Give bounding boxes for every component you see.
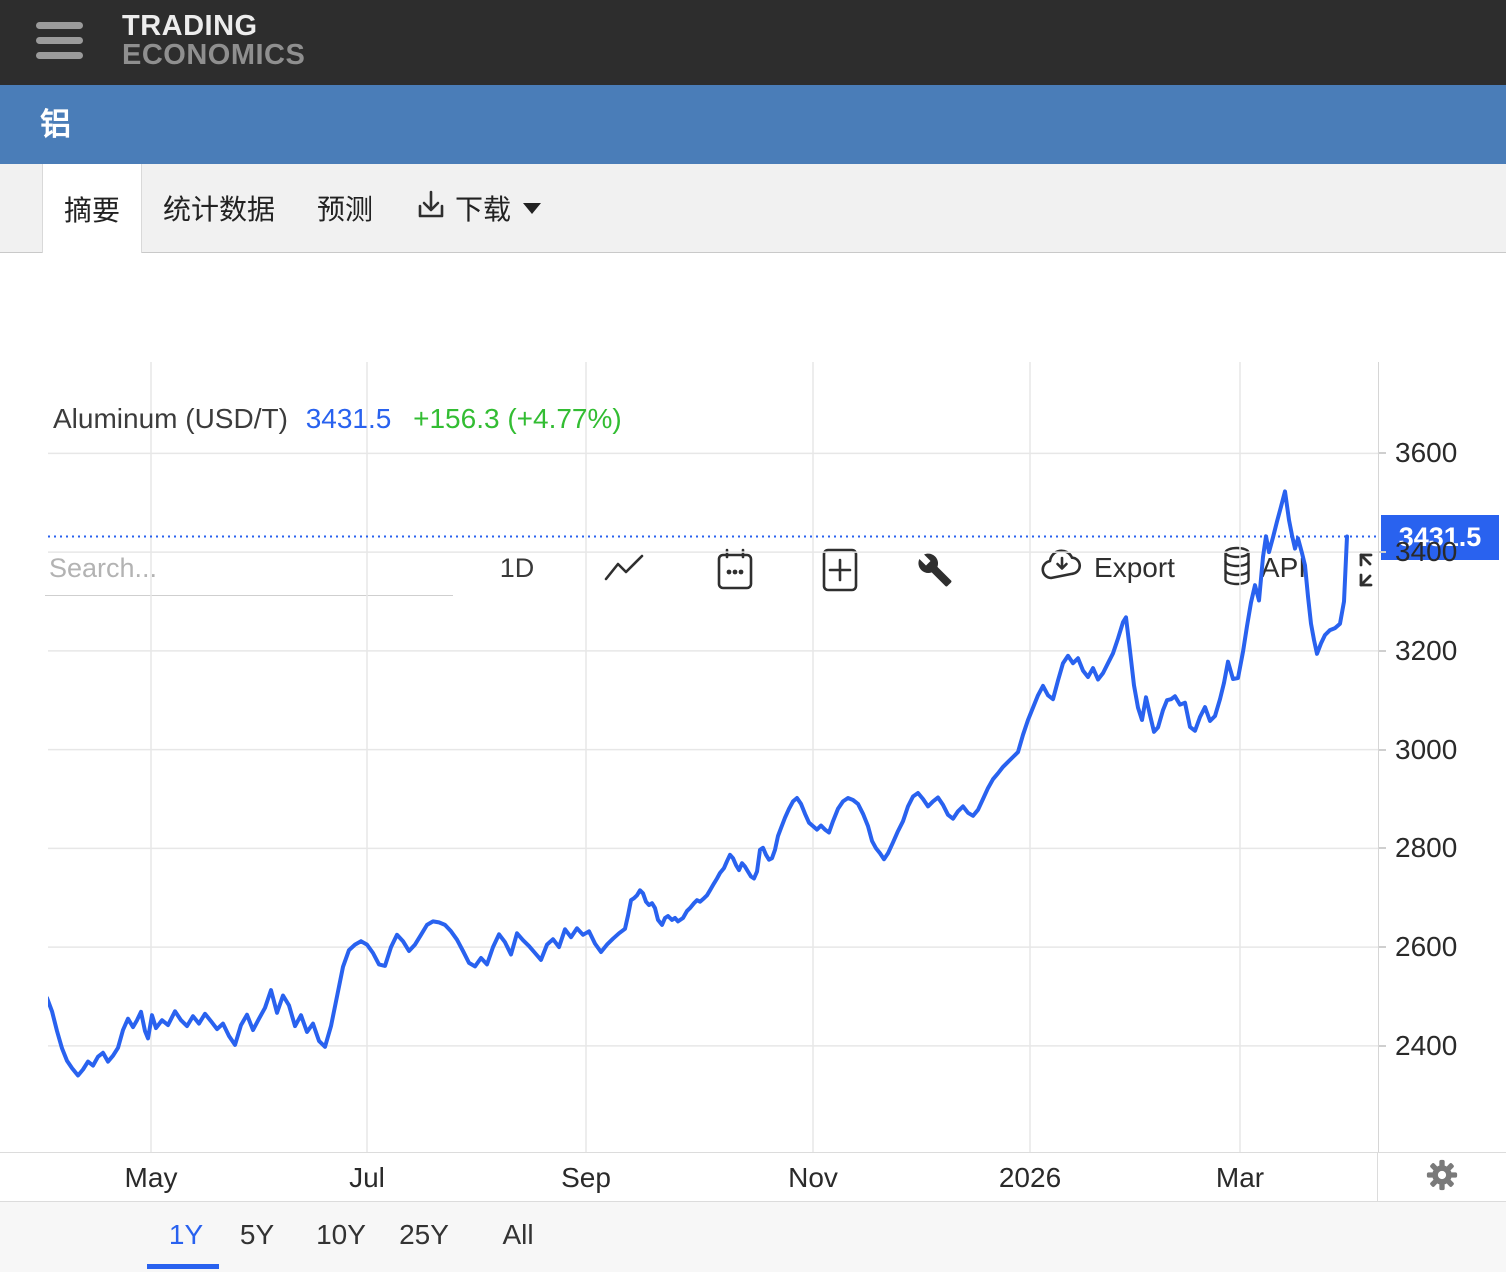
export-button[interactable]: Export xyxy=(1032,543,1182,593)
brand-logo[interactable]: TRADING ECONOMICS xyxy=(122,11,305,71)
x-axis: May Jul Sep Nov 2026 Mar xyxy=(0,1152,1506,1202)
tab-forecast[interactable]: 预测 xyxy=(317,194,374,225)
tab-summary[interactable]: 摘要 xyxy=(42,164,143,253)
range-10y[interactable]: 10Y xyxy=(316,1219,366,1250)
y-axis-label: 2800 xyxy=(1395,832,1458,864)
chart-price-change: +156.3 (+4.77%) xyxy=(413,403,622,434)
line-chart-type-icon[interactable] xyxy=(602,552,646,584)
price-chart-plot[interactable]: Aluminum (USD/T) 3431.5 +156.3 (+4.77%) xyxy=(48,362,1378,1152)
interval-button[interactable]: 1D xyxy=(499,552,535,583)
y-axis-label: 2600 xyxy=(1395,931,1458,963)
tab-download[interactable]: 下载 xyxy=(394,164,562,252)
range-25y[interactable]: 25Y xyxy=(399,1219,449,1250)
x-axis-label: Jul xyxy=(349,1162,385,1193)
current-price-tag: 3431.5 xyxy=(1381,514,1499,560)
range-all[interactable]: All xyxy=(502,1219,534,1250)
settings-wrench-icon[interactable] xyxy=(915,550,955,590)
x-axis-label: Mar xyxy=(1215,1162,1265,1193)
x-axis-label: Sep xyxy=(561,1162,611,1193)
top-header: TRADING ECONOMICS xyxy=(0,0,1506,85)
instrument-bar: 铝 xyxy=(0,85,1506,164)
calendar-icon[interactable] xyxy=(715,547,755,593)
y-axis-label: 2400 xyxy=(1395,1029,1458,1061)
tab-bar: 摘要 统计数据 预测 下载 xyxy=(0,164,1506,253)
y-axis-label: 3200 xyxy=(1395,634,1458,666)
chart-canvas xyxy=(48,362,1378,1152)
x-axis-label: Nov xyxy=(788,1162,838,1193)
download-icon xyxy=(415,189,447,228)
tab-statistics[interactable]: 统计数据 xyxy=(163,194,276,225)
range-5y[interactable]: 5Y xyxy=(239,1219,275,1250)
y-axis-tick xyxy=(1379,452,1386,455)
y-axis: 3431.5 3600 3400 3200 3000 2800 2600 2400 xyxy=(1378,362,1506,1152)
y-axis-label: 3000 xyxy=(1395,733,1458,765)
gear-icon xyxy=(1426,1159,1458,1196)
y-axis-tick xyxy=(1379,946,1386,949)
range-selector: 1Y 5Y 10Y 25Y All xyxy=(0,1202,1506,1272)
chart-last-price: 3431.5 xyxy=(305,403,392,434)
y-axis-label: 3600 xyxy=(1395,437,1458,469)
chart-instrument-name: Aluminum (USD/T) xyxy=(53,403,288,434)
active-range-underline xyxy=(147,1264,219,1269)
range-1y[interactable]: 1Y xyxy=(168,1219,204,1250)
chevron-down-icon xyxy=(523,202,542,214)
chart-toolbar: 1D xyxy=(0,253,1506,596)
brand-line1: TRADING xyxy=(122,10,258,42)
y-axis-tick xyxy=(1379,847,1386,850)
chart-settings-gear[interactable] xyxy=(1377,1153,1506,1201)
x-axis-label: 2026 xyxy=(998,1162,1062,1193)
instrument-symbol: 铝 xyxy=(40,107,71,142)
chart-legend: Aluminum (USD/T) 3431.5 +156.3 (+4.77%) xyxy=(53,403,622,435)
hamburger-menu-icon[interactable] xyxy=(36,21,84,63)
compare-add-icon[interactable] xyxy=(820,546,860,594)
y-axis-tick xyxy=(1379,649,1386,652)
x-axis-label: May xyxy=(124,1162,178,1193)
y-axis-tick xyxy=(1379,748,1386,751)
search-input[interactable] xyxy=(45,541,453,596)
y-axis-label: 3400 xyxy=(1395,536,1458,568)
y-axis-tick xyxy=(1379,1044,1386,1047)
brand-line2: ECONOMICS xyxy=(122,39,306,71)
y-axis-tick xyxy=(1379,551,1386,554)
